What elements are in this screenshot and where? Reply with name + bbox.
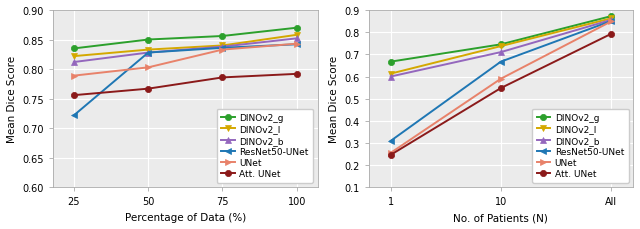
Y-axis label: Mean Dice Score: Mean Dice Score (7, 56, 17, 143)
DINOv2_l (387, 73, 394, 76)
UNet (145, 67, 152, 69)
DINOv2_b (607, 19, 615, 22)
Line: DINOv2_l: DINOv2_l (388, 16, 614, 77)
Line: ResNet50-UNet: ResNet50-UNet (71, 42, 300, 119)
DINOv2_l (497, 46, 505, 48)
ResNet50-UNet (607, 21, 615, 23)
Line: DINOv2_l: DINOv2_l (71, 33, 300, 60)
DINOv2_b (219, 46, 227, 49)
Line: DINOv2_b: DINOv2_b (388, 18, 614, 80)
DINOv2_l (293, 34, 301, 37)
DINOv2_b (387, 76, 394, 79)
Line: UNet: UNet (388, 19, 614, 156)
DINOv2_l (607, 18, 615, 21)
Att. UNet (219, 77, 227, 79)
Line: DINOv2_g: DINOv2_g (388, 14, 614, 65)
UNet (293, 43, 301, 46)
Line: Att. UNet: Att. UNet (388, 32, 614, 158)
DINOv2_b (293, 38, 301, 41)
DINOv2_g (145, 39, 152, 42)
DINOv2_b (145, 52, 152, 55)
Att. UNet (70, 94, 78, 97)
UNet (607, 21, 615, 24)
Line: DINOv2_g: DINOv2_g (71, 25, 300, 52)
Att. UNet (497, 87, 505, 90)
DINOv2_g (293, 27, 301, 30)
Line: UNet: UNet (71, 41, 300, 79)
Att. UNet (145, 88, 152, 91)
DINOv2_g (70, 48, 78, 51)
X-axis label: No. of Patients (N): No. of Patients (N) (453, 212, 548, 222)
Line: Att. UNet: Att. UNet (71, 71, 300, 99)
DINOv2_l (219, 45, 227, 48)
UNet (219, 49, 227, 52)
Att. UNet (607, 33, 615, 36)
Legend: DINOv2_g, DINOv2_l, DINOv2_b, ResNet50-UNet, UNet, Att. UNet: DINOv2_g, DINOv2_l, DINOv2_b, ResNet50-U… (532, 109, 628, 183)
DINOv2_g (387, 61, 394, 64)
DINOv2_b (497, 52, 505, 54)
ResNet50-UNet (70, 114, 78, 117)
DINOv2_g (497, 44, 505, 46)
ResNet50-UNet (219, 47, 227, 50)
Y-axis label: Mean Dice Score: Mean Dice Score (329, 56, 339, 143)
DINOv2_g (607, 16, 615, 19)
DINOv2_l (145, 49, 152, 52)
Line: DINOv2_b: DINOv2_b (71, 36, 300, 66)
Att. UNet (387, 154, 394, 157)
Legend: DINOv2_g, DINOv2_l, DINOv2_b, ResNet50-UNet, UNet, Att. UNet: DINOv2_g, DINOv2_l, DINOv2_b, ResNet50-U… (216, 109, 313, 183)
ResNet50-UNet (387, 140, 394, 143)
Att. UNet (293, 73, 301, 76)
ResNet50-UNet (145, 52, 152, 55)
UNet (387, 152, 394, 155)
UNet (70, 75, 78, 78)
DINOv2_b (70, 61, 78, 64)
ResNet50-UNet (293, 44, 301, 46)
ResNet50-UNet (497, 61, 505, 64)
DINOv2_l (70, 55, 78, 58)
UNet (497, 78, 505, 81)
Line: ResNet50-UNet: ResNet50-UNet (388, 19, 614, 144)
DINOv2_g (219, 35, 227, 38)
X-axis label: Percentage of Data (%): Percentage of Data (%) (125, 212, 246, 222)
